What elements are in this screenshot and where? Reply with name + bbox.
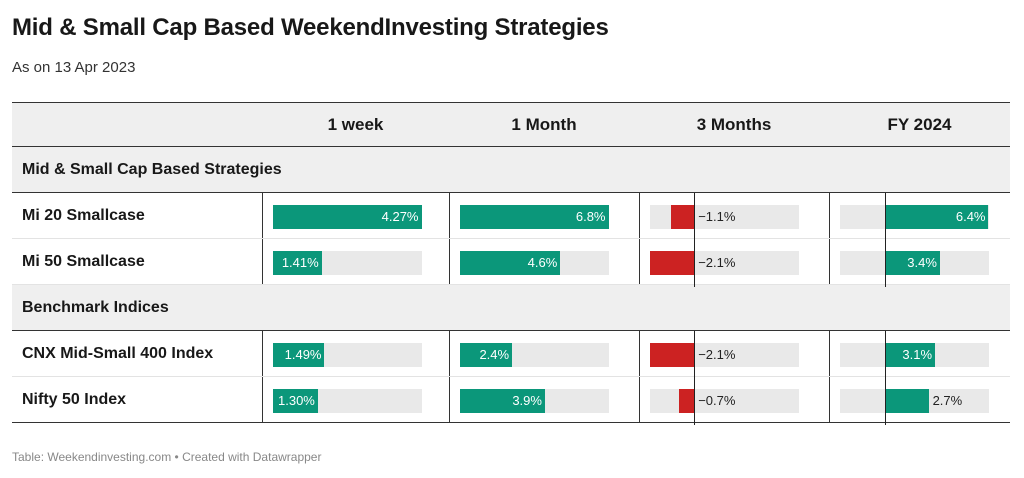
- bar-track: 4.6%: [459, 251, 609, 275]
- value-label: 2.7%: [932, 393, 963, 408]
- table-row: Mi 50 Smallcase 1.41% 4.6% −2.1% 3.4%: [12, 238, 1010, 287]
- header-stub: [12, 102, 262, 147]
- positive-bar: [272, 389, 318, 413]
- value-cell: 6.4%: [828, 192, 1010, 241]
- value-cell: 3.4%: [828, 238, 1010, 287]
- bar-track: 4.27%: [272, 205, 422, 229]
- bar-track: 1.49%: [272, 343, 422, 367]
- value-cell: −1.1%: [638, 192, 829, 241]
- zero-line: [694, 331, 696, 379]
- zero-line: [884, 193, 886, 241]
- row-label: CNX Mid-Small 400 Index: [12, 330, 262, 377]
- table-body: Mid & Small Cap Based Strategies Mi 20 Sm…: [12, 146, 1010, 425]
- bar-track: 3.4%: [839, 239, 989, 287]
- bar-track: 6.4%: [839, 193, 989, 241]
- negative-bar: [649, 343, 695, 367]
- zero-line: [884, 331, 886, 379]
- zero-line: [884, 239, 886, 287]
- positive-bar: [884, 389, 929, 413]
- zero-line: [694, 377, 696, 425]
- positive-bar: [459, 343, 513, 367]
- zero-line: [884, 377, 886, 425]
- value-cell: −0.7%: [638, 376, 829, 425]
- value-cell: 1.30%: [261, 376, 449, 423]
- value-label: 1.41%: [281, 255, 319, 270]
- value-cell: 2.4%: [448, 330, 639, 377]
- column-header: FY 2024: [829, 102, 1010, 147]
- value-label: −2.1%: [698, 255, 736, 270]
- group-row: Mid & Small Cap Based Strategies: [12, 146, 1010, 193]
- value-label: −1.1%: [698, 209, 736, 224]
- bar-track: −2.1%: [649, 331, 799, 379]
- bar-track: 6.8%: [459, 205, 609, 229]
- negative-bar: [670, 205, 695, 229]
- bar-track: 1.30%: [272, 389, 422, 413]
- value-label: 2.4%: [479, 347, 510, 362]
- negative-bar: [679, 389, 695, 413]
- bar-track: −0.7%: [649, 377, 799, 425]
- column-header: 3 Months: [639, 102, 829, 147]
- value-cell: 3.1%: [828, 330, 1010, 379]
- chart-title: Mid & Small Cap Based WeekendInvesting S…: [12, 14, 609, 41]
- value-cell: 4.27%: [261, 192, 449, 239]
- bar-track: 1.41%: [272, 251, 422, 275]
- positive-bar: [459, 205, 609, 229]
- row-label: Mi 50 Smallcase: [12, 238, 262, 285]
- bar-track: 3.1%: [839, 331, 989, 379]
- value-cell: 3.9%: [448, 376, 639, 423]
- value-label: 3.1%: [902, 347, 933, 362]
- group-row: Benchmark Indices: [12, 284, 1010, 331]
- value-label: 3.4%: [907, 255, 937, 270]
- bar-track: 2.4%: [459, 343, 609, 367]
- positive-bar: [459, 389, 545, 413]
- positive-bar: [272, 343, 325, 367]
- zero-line: [694, 239, 696, 287]
- value-cell: −2.1%: [638, 330, 829, 379]
- positive-bar: [884, 205, 989, 229]
- value-cell: 2.7%: [828, 376, 1010, 425]
- bar-track: −1.1%: [649, 193, 799, 241]
- negative-bar: [649, 251, 695, 275]
- chart-subtitle: As on 13 Apr 2023: [12, 59, 136, 76]
- table-row: Mi 20 Smallcase 4.27% 6.8% −1.1% 6.4%: [12, 192, 1010, 241]
- header-row: 1 week 1 Month 3 Months FY 2024: [12, 102, 1010, 147]
- bar-track: 3.9%: [459, 389, 609, 413]
- bar-track: −2.1%: [649, 239, 799, 287]
- row-label: Nifty 50 Index: [12, 376, 262, 423]
- value-label: 1.30%: [278, 393, 315, 408]
- value-cell: −2.1%: [638, 238, 829, 287]
- value-cell: 6.8%: [448, 192, 639, 239]
- group-label: Benchmark Indices: [12, 284, 1010, 331]
- value-label: 3.9%: [512, 393, 542, 408]
- positive-bar: [272, 251, 322, 275]
- value-label: 4.27%: [381, 209, 419, 224]
- value-label: 6.4%: [955, 209, 986, 224]
- zero-line: [694, 193, 696, 241]
- positive-bar: [272, 205, 422, 229]
- value-cell: 1.49%: [261, 330, 449, 377]
- value-label: −0.7%: [698, 393, 736, 408]
- positive-bar: [884, 343, 936, 367]
- value-label: 1.49%: [284, 347, 322, 362]
- positive-bar: [459, 251, 561, 275]
- value-label: 6.8%: [575, 209, 606, 224]
- column-header: 1 Month: [449, 102, 639, 147]
- group-label: Mid & Small Cap Based Strategies: [12, 146, 1010, 193]
- positive-bar: [884, 251, 940, 275]
- column-header: 1 week: [262, 102, 449, 147]
- footer-credit: Table: Weekendinvesting.com • Created wi…: [12, 450, 322, 464]
- bar-track: 2.7%: [839, 377, 989, 425]
- value-cell: 4.6%: [448, 238, 639, 285]
- value-cell: 1.41%: [261, 238, 449, 285]
- value-label: 4.6%: [527, 255, 558, 270]
- value-label: −2.1%: [698, 347, 736, 362]
- performance-table: 1 week 1 Month 3 Months FY 2024 Mid & Sm…: [12, 102, 1010, 425]
- table-row: Nifty 50 Index 1.30% 3.9% −0.7% 2.7%: [12, 376, 1010, 425]
- table-row: CNX Mid-Small 400 Index 1.49% 2.4% −2.1% 3.1…: [12, 330, 1010, 379]
- row-label: Mi 20 Smallcase: [12, 192, 262, 239]
